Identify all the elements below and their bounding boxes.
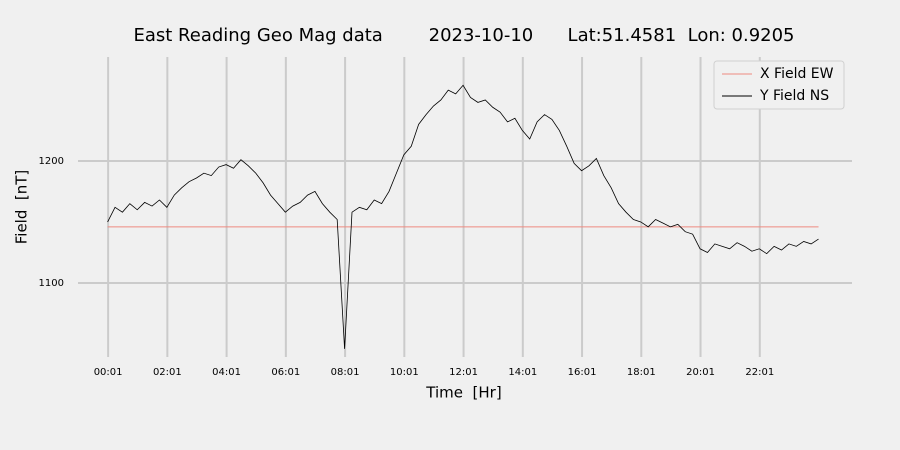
x-tick-label: 10:01 — [390, 367, 419, 378]
legend-label: X Field EW — [760, 66, 834, 82]
y-axis-label: Field [nT] — [13, 170, 31, 245]
x-tick-label: 02:01 — [153, 367, 182, 378]
x-tick-label: 14:01 — [508, 367, 537, 378]
x-tick-label: 18:01 — [627, 367, 656, 378]
x-axis-label: Time [Hr] — [425, 384, 501, 402]
x-tick-label: 20:01 — [686, 367, 715, 378]
y-tick-label: 1200 — [39, 156, 64, 167]
x-tick-label: 12:01 — [449, 367, 478, 378]
x-tick-label: 06:01 — [271, 367, 300, 378]
x-tick-label: 16:01 — [568, 367, 597, 378]
legend: X Field EW Y Field NS — [713, 60, 845, 110]
x-tick-label: 08:01 — [331, 367, 360, 378]
y-tick-label: 1100 — [39, 278, 64, 289]
legend-label: Y Field NS — [759, 88, 829, 104]
x-tick-label: 00:01 — [94, 367, 123, 378]
x-tick-label: 22:01 — [745, 367, 774, 378]
data-line — [107, 84, 819, 349]
x-tick-label: 04:01 — [212, 367, 241, 378]
chart-title: East Reading Geo Mag data 2023-10-10 Lat… — [133, 25, 794, 46]
legend-box — [713, 60, 845, 110]
